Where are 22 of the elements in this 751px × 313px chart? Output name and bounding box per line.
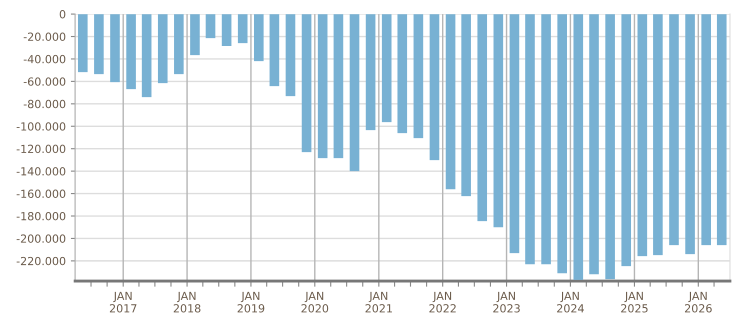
y-tick-label: -220.000 <box>16 256 66 266</box>
x-tick-label: JAN 2024 <box>557 292 584 313</box>
x-tick-label: JAN 2018 <box>174 292 200 313</box>
y-tick-label: -180.000 <box>16 212 66 220</box>
y-tick-label: -60.000 <box>24 77 66 86</box>
y-tick-label: -200.000 <box>16 234 66 243</box>
x-tick-label: JAN 2025 <box>621 292 648 313</box>
y-tick-label: -20.000 <box>24 32 66 41</box>
x-tick-label: JAN 2021 <box>366 292 392 313</box>
y-tick-label: 0 <box>60 10 66 18</box>
x-tick-label: JAN 2023 <box>493 292 520 313</box>
x-tick-label: JAN 2020 <box>301 292 328 313</box>
y-tick-label: -100.000 <box>16 122 66 131</box>
x-tick-label: JAN 2017 <box>110 292 136 313</box>
y-tick-label: -140.000 <box>16 167 66 176</box>
y-tick-label: -80.000 <box>24 100 66 108</box>
y-tick-label: -120.000 <box>16 144 66 154</box>
y-tick-label: -160.000 <box>16 190 66 198</box>
x-tick-label: JAN 2019 <box>238 292 264 313</box>
x-tick-label: JAN 2022 <box>429 292 456 313</box>
y-tick-label: -40.000 <box>24 54 66 64</box>
x-tick-label: JAN 2026 <box>684 292 712 313</box>
